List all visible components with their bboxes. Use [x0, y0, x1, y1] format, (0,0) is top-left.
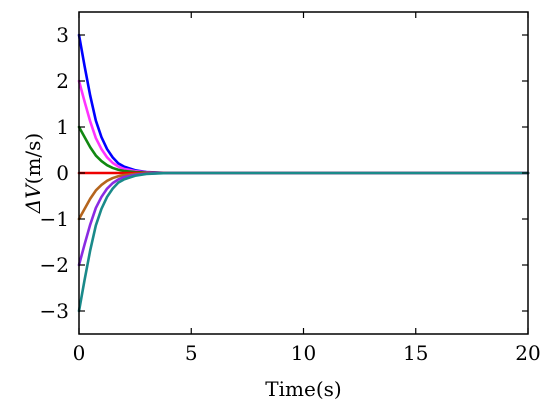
y-tick-label-3: 0: [56, 161, 69, 185]
y-axis-label-unit: (m/s): [21, 133, 45, 185]
x-tick-label-4: 20: [515, 341, 540, 365]
y-tick-label-1: 2: [56, 69, 69, 93]
x-axis-label: Time(s): [265, 377, 341, 401]
series-layer: [77, 33, 530, 313]
y-axis-label: ΔV(m/s): [21, 133, 45, 214]
x-tick-label-3: 15: [403, 341, 428, 365]
y-tick-label-0: 3: [56, 23, 69, 47]
y-axis-label-symbol: ΔV: [21, 182, 45, 214]
y-tick-label-2: 1: [56, 115, 69, 139]
y-tick-label-5: −2: [40, 253, 69, 277]
x-tick-label-1: 5: [185, 341, 198, 365]
series-line-6: [77, 171, 530, 313]
x-tick-label-2: 10: [291, 341, 316, 365]
y-tick-label-6: −3: [40, 299, 69, 323]
y-tick-label-4: −1: [40, 207, 69, 231]
x-tick-label-0: 0: [73, 341, 86, 365]
